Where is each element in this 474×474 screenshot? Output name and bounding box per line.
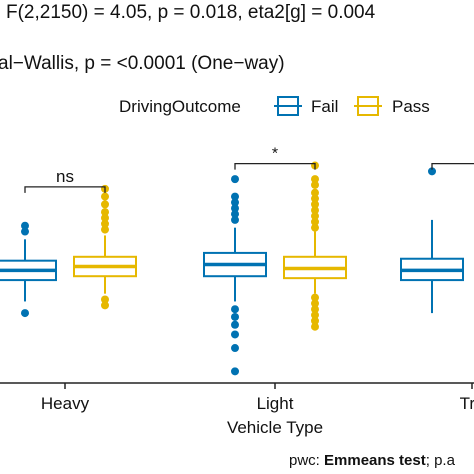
- box-fail-heavy-outlier: [21, 221, 29, 230]
- box-pass-heavy-outlier: [101, 208, 109, 217]
- significance-bracket-tru-line: [431, 162, 474, 170]
- box-pass-heavy-outlier: [101, 295, 109, 304]
- footer-note: pwc: Emmeans test; p.a: [289, 452, 456, 469]
- box-fail-light-outlier: [231, 320, 239, 329]
- box-pass-light-outlier: [311, 316, 319, 325]
- box-fail-light-outlier: [231, 344, 239, 353]
- box-fail-light: [203, 175, 267, 376]
- box-pass-light-outlier: [311, 206, 319, 215]
- box-fail-light-outlier: [231, 330, 239, 339]
- x-tick-label-tru: Tru: [460, 394, 474, 413]
- box-pass-light-outlier: [311, 217, 319, 226]
- box-pass-heavy-outlier: [101, 301, 109, 310]
- box-fail-light-outlier: [231, 175, 239, 184]
- box-pass-heavy-outlier: [101, 225, 109, 234]
- box-pass-heavy-outlier: [101, 219, 109, 228]
- box-pass-light-outlier: [311, 305, 319, 314]
- legend-key-pass: [354, 96, 382, 116]
- box-fail-light-outlier: [231, 312, 239, 321]
- box-fail-light-outlier: [231, 305, 239, 314]
- box-pass-light-outlier: [311, 293, 319, 302]
- x-tick-label-light: Light: [257, 394, 294, 413]
- legend: DrivingOutcome Fail Pass: [119, 96, 430, 116]
- legend-label-fail: Fail: [311, 97, 338, 116]
- box-pass-light-outlier: [311, 212, 319, 221]
- significance-bracket-tru: [431, 162, 474, 170]
- footer-prefix: pwc:: [289, 452, 324, 469]
- legend-title: DrivingOutcome: [119, 97, 241, 116]
- chart-stats-anova: F(2,2150) = 4.05, p = 0.018, eta2[g] = 0…: [6, 2, 376, 23]
- box-fail-heavy: [0, 221, 57, 318]
- box-pass-light-outlier: [311, 200, 319, 209]
- box-fail-heavy-outlier: [21, 309, 29, 318]
- box-pass-light: [283, 161, 347, 331]
- box-fail-heavy-outlier: [21, 227, 29, 236]
- box-pass-light-outlier: [311, 175, 319, 184]
- significance-bracket-heavy-line: [24, 186, 106, 193]
- box-fail-light-outlier: [231, 215, 239, 224]
- box-pass-light-outlier: [311, 223, 319, 232]
- box-pass-heavy-outlier: [101, 200, 109, 209]
- significance-bracket-light-label: *: [272, 146, 278, 163]
- legend-key-fail: [274, 96, 302, 116]
- box-pass-light-outlier: [311, 188, 319, 197]
- box-pass-heavy: [73, 184, 137, 310]
- box-fail-light-outlier: [231, 198, 239, 207]
- legend-label-pass: Pass: [392, 97, 430, 116]
- box-pass-heavy-outlier: [101, 192, 109, 201]
- box-fail-light-outlier: [231, 367, 239, 376]
- significance-bracket-light: *: [234, 146, 316, 170]
- box-pass-light-outlier: [311, 194, 319, 203]
- box-pass-light-outlier: [311, 322, 319, 331]
- box-pass-heavy-outlier: [101, 213, 109, 222]
- box-fail-light-outlier: [231, 210, 239, 219]
- box-fail-light-outlier: [231, 204, 239, 213]
- x-axis-title: Vehicle Type: [227, 418, 323, 437]
- box-pass-light-outlier: [311, 299, 319, 308]
- box-fail-light-outlier: [231, 192, 239, 201]
- box-pass-light-outlier: [311, 311, 319, 320]
- significance-bracket-light-line: [234, 162, 316, 170]
- box-fail-tru: [400, 167, 464, 314]
- footer-suffix: ; p.a: [426, 452, 456, 469]
- box-pass-light-outlier: [311, 180, 319, 189]
- plot-area: ns *: [0, 146, 474, 376]
- chart-stats-kruskal: al−Wallis, p = <0.0001 (One−way): [0, 53, 285, 74]
- box-fail-tru-outlier: [428, 167, 436, 176]
- significance-bracket-heavy-label: ns: [56, 167, 74, 186]
- x-tick-label-heavy: Heavy: [41, 394, 90, 413]
- footer-test-name: Emmeans test: [324, 452, 426, 469]
- significance-bracket-heavy: ns: [24, 167, 106, 193]
